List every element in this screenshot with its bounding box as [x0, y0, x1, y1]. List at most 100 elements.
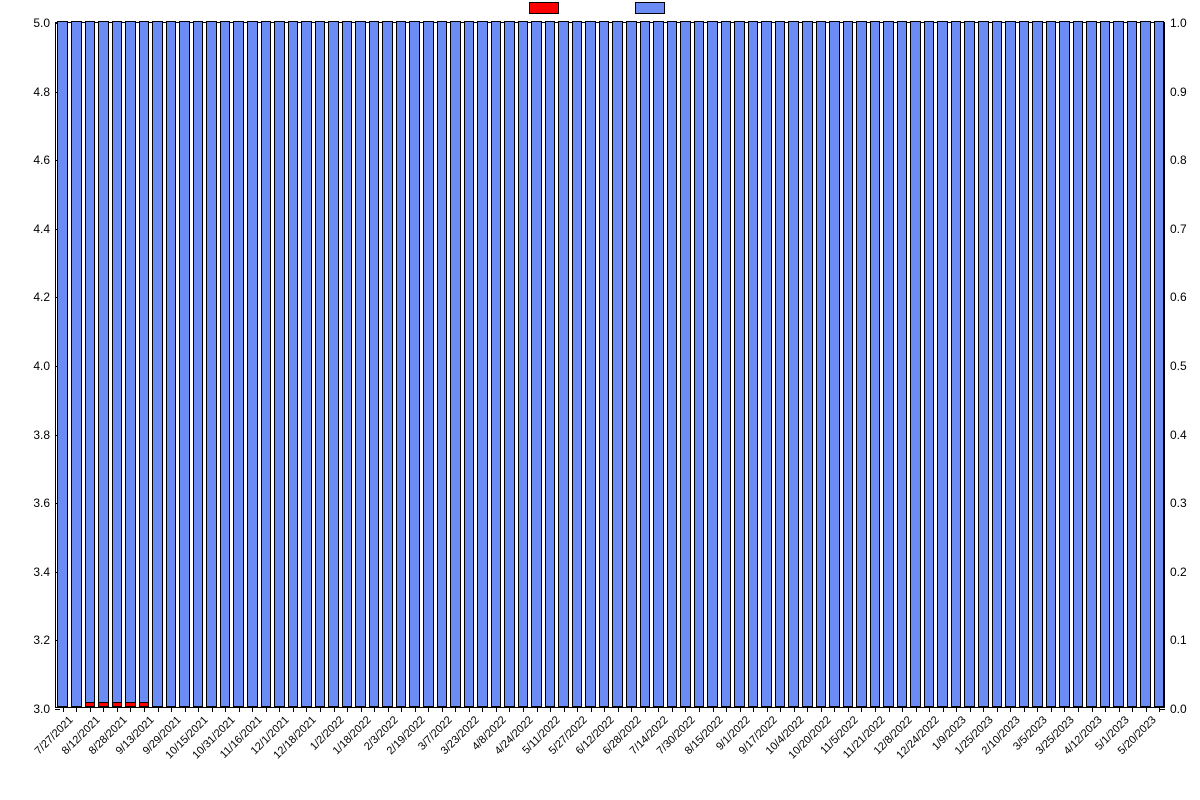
bar	[1019, 21, 1030, 707]
x-tick-mark	[889, 707, 890, 712]
x-tick-mark	[916, 707, 917, 712]
y-left-tick-label: 4.6	[33, 153, 50, 167]
bar	[369, 21, 380, 707]
x-tick-mark	[239, 707, 240, 712]
bar	[856, 21, 867, 707]
y-right-tick-label: 0.7	[1170, 222, 1187, 236]
bar	[964, 21, 975, 707]
bar	[612, 21, 623, 707]
x-tick-mark	[591, 707, 592, 712]
bar	[85, 21, 96, 707]
legend	[0, 2, 1200, 14]
x-tick-mark	[320, 707, 321, 712]
bar	[57, 21, 68, 707]
x-tick-mark	[185, 707, 186, 712]
y-left-tick-mark	[1160, 709, 1165, 710]
bar	[910, 21, 921, 707]
bar	[707, 21, 718, 707]
bar	[261, 21, 272, 707]
bar	[504, 21, 515, 707]
y-left-tick-label: 3.0	[33, 702, 50, 716]
y-right-tick-label: 0.1	[1170, 633, 1187, 647]
bar	[585, 21, 596, 707]
y-right-tick-label: 0.4	[1170, 428, 1187, 442]
y-left-tick-label: 5.0	[33, 16, 50, 30]
bar	[328, 21, 339, 707]
legend-item-b	[635, 2, 671, 14]
bar	[152, 21, 163, 707]
bar	[382, 21, 393, 707]
legend-swatch-a	[529, 2, 559, 14]
bar	[572, 21, 583, 707]
bar	[179, 21, 190, 707]
bar	[288, 21, 299, 707]
bar	[775, 21, 786, 707]
x-tick-mark	[537, 707, 538, 712]
bar	[206, 21, 217, 707]
x-tick-mark	[158, 707, 159, 712]
bar	[667, 21, 678, 707]
y-right-tick-label: 0.0	[1170, 702, 1187, 716]
y-left-tick-label: 4.0	[33, 359, 50, 373]
bar	[464, 21, 475, 707]
bar	[193, 21, 204, 707]
bar	[694, 21, 705, 707]
y-right-tick-label: 0.9	[1170, 85, 1187, 99]
bar	[355, 21, 366, 707]
x-tick-mark	[509, 707, 510, 712]
x-tick-mark	[780, 707, 781, 712]
bar	[545, 21, 556, 707]
x-tick-mark	[699, 707, 700, 712]
y-left-tick-label: 4.8	[33, 85, 50, 99]
x-tick-mark	[618, 707, 619, 712]
x-tick-mark	[672, 707, 673, 712]
bar	[450, 21, 461, 707]
bar	[247, 21, 258, 707]
bar	[274, 21, 285, 707]
bar	[1086, 21, 1097, 707]
bar	[233, 21, 244, 707]
bar	[112, 21, 123, 707]
bar	[477, 21, 488, 707]
bar	[301, 21, 312, 707]
bar	[1005, 21, 1016, 707]
bar	[897, 21, 908, 707]
bar	[71, 21, 82, 707]
bar	[748, 21, 759, 707]
bar	[1113, 21, 1124, 707]
bar	[1154, 21, 1165, 707]
bar	[640, 21, 651, 707]
bar	[951, 21, 962, 707]
x-tick-mark	[293, 707, 294, 712]
bar	[396, 21, 407, 707]
bar	[531, 21, 542, 707]
bar	[802, 21, 813, 707]
x-tick-mark	[645, 707, 646, 712]
y-right-tick-label: 0.8	[1170, 153, 1187, 167]
chart-root: 3.03.23.43.63.84.04.24.44.64.85.00.00.10…	[0, 0, 1200, 800]
bar	[1032, 21, 1043, 707]
x-tick-mark	[1159, 707, 1160, 712]
x-tick-mark	[1024, 707, 1025, 712]
bar	[680, 21, 691, 707]
legend-item-a	[529, 2, 565, 14]
bar	[734, 21, 745, 707]
bar	[816, 21, 827, 707]
x-tick-mark	[103, 707, 104, 712]
bar	[409, 21, 420, 707]
bar	[518, 21, 529, 707]
x-tick-mark	[212, 707, 213, 712]
y-left-tick-label: 3.6	[33, 496, 50, 510]
bar	[315, 21, 326, 707]
y-right-tick-label: 0.5	[1170, 359, 1187, 373]
bar	[1046, 21, 1057, 707]
bar	[626, 21, 637, 707]
bar	[599, 21, 610, 707]
x-tick-mark	[997, 707, 998, 712]
x-tick-mark	[1078, 707, 1079, 712]
y-right-tick-label: 0.6	[1170, 290, 1187, 304]
bar	[220, 21, 231, 707]
bar	[139, 21, 150, 707]
x-tick-mark	[374, 707, 375, 712]
bar	[937, 21, 948, 707]
